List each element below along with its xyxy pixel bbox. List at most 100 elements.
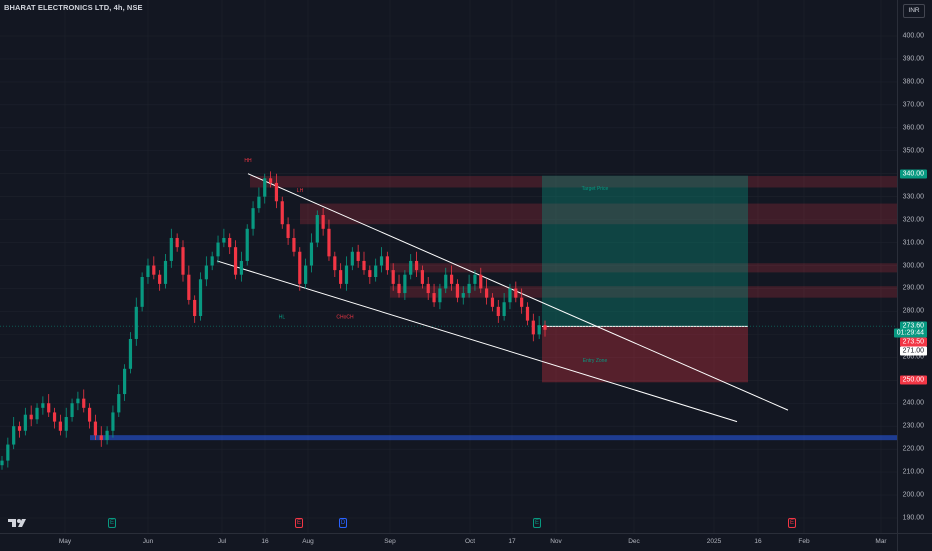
target-box[interactable] <box>542 175 748 327</box>
time-tick-label: Nov <box>550 538 562 545</box>
candle-body <box>490 297 495 307</box>
candle-body <box>35 407 39 420</box>
chart-annotation: CHoCH <box>336 314 354 320</box>
candle-body <box>467 283 471 294</box>
candle-body <box>414 260 419 271</box>
candle-body <box>193 299 197 317</box>
time-tick-label: 16 <box>261 538 269 545</box>
price-tick-label: 330.00 <box>902 193 924 201</box>
price-tick-label: 280.00 <box>902 307 924 315</box>
chart-annotation: HH <box>244 158 252 164</box>
candle-body <box>123 368 127 395</box>
price-tick-label: 390.00 <box>902 55 924 63</box>
time-tick-label: Jul <box>217 538 227 545</box>
candle-body <box>514 288 518 298</box>
candle-body <box>321 215 325 229</box>
candle-body <box>12 426 16 445</box>
candle-body <box>263 178 267 197</box>
candle-body <box>350 251 354 266</box>
candle-body <box>356 251 360 261</box>
candle-body <box>58 421 62 431</box>
candle-body <box>379 256 384 266</box>
upper-trendline[interactable] <box>247 173 789 411</box>
candle-body <box>29 414 33 420</box>
candle-body <box>508 288 512 303</box>
price-tag: 273.60 <box>899 321 927 331</box>
candle-body <box>449 274 454 284</box>
price-tick-label: 380.00 <box>902 78 924 86</box>
candle-body <box>216 242 220 257</box>
time-tick-label: 2025 <box>706 538 722 545</box>
candle-body <box>420 270 424 284</box>
candle-body <box>502 302 506 317</box>
candle-body <box>152 265 156 275</box>
candle-body <box>292 237 296 252</box>
earnings-event-icon[interactable]: E <box>295 518 303 528</box>
candle-body <box>543 325 547 330</box>
price-chart[interactable]: HH LH HL CHoCH Target Price Entry Zone <box>0 0 897 533</box>
time-tick-label: 16 <box>754 538 762 545</box>
candle-body <box>158 274 162 284</box>
candle-body <box>479 274 483 289</box>
candle-body <box>432 293 436 303</box>
chart-pane[interactable]: HH LH HL CHoCH Target Price Entry Zone BHARAT… <box>0 0 897 533</box>
candle-body <box>140 277 144 307</box>
currency-button[interactable]: INR <box>903 4 925 18</box>
dividend-event-icon[interactable]: D <box>339 518 347 528</box>
candle-body <box>87 407 92 422</box>
candle-body <box>245 228 249 261</box>
price-tick-label: 310.00 <box>902 239 924 247</box>
candle-body <box>175 237 179 248</box>
symbol-title[interactable]: BHARAT ELECTRONICS LTD, 4h, NSE <box>4 3 143 12</box>
candle-body <box>47 403 51 413</box>
candle-body <box>339 270 343 284</box>
time-tick-label: Aug <box>302 538 314 545</box>
time-tick-label: 17 <box>508 538 516 545</box>
price-axis[interactable]: INR 400.00 390.00 380.00 370.00 360.00 350.00… <box>893 0 932 533</box>
time-tick-label: Mar <box>875 538 887 545</box>
candle-body <box>344 265 349 284</box>
candle-body <box>315 215 319 243</box>
candle-body <box>198 279 203 317</box>
candle-body <box>374 265 378 277</box>
candle-body <box>327 228 331 257</box>
supply-zone-2 <box>300 203 897 225</box>
time-tick-label: Sep <box>384 538 396 545</box>
price-tag: 271.00 <box>899 346 927 356</box>
candle-body <box>426 283 430 294</box>
candle-body <box>286 224 290 238</box>
lower-trendline[interactable] <box>216 260 738 423</box>
tradingview-logo-icon[interactable] <box>6 516 28 528</box>
price-tick-label: 260.00 <box>902 353 924 361</box>
candle-body <box>17 426 22 431</box>
candle-body <box>280 201 284 225</box>
price-tick-label: 350.00 <box>902 147 924 155</box>
candle-body <box>251 208 255 229</box>
candle-body <box>222 237 226 243</box>
candle-body <box>233 247 238 275</box>
time-axis[interactable]: May Jun Jul 16 Aug Sep Oct 17 Nov Dec 2025 16 Feb Mar <box>0 533 897 551</box>
earnings-event-icon[interactable]: E <box>533 518 541 528</box>
price-tag: 340.00 <box>899 169 927 179</box>
candle-body <box>163 260 168 284</box>
price-tag: 01:29:44 <box>893 328 927 338</box>
chart-annotation: HL <box>279 314 286 320</box>
earnings-event-icon[interactable]: E <box>108 518 116 528</box>
stop-box[interactable] <box>542 326 748 383</box>
price-tick-label: 300.00 <box>902 262 924 270</box>
time-tick-label: Jun <box>142 538 154 545</box>
candle-body <box>76 398 80 404</box>
candle-body <box>362 260 366 271</box>
earnings-event-icon[interactable]: E <box>788 518 796 528</box>
supply-zone-3 <box>390 263 897 273</box>
candle-body <box>397 283 401 294</box>
time-tick-label: Oct <box>464 538 476 545</box>
candle-body <box>239 260 243 275</box>
candle-body <box>111 412 115 431</box>
candle-body <box>485 288 489 298</box>
candle-body <box>268 178 273 183</box>
candle-body <box>82 398 86 408</box>
candle-body <box>537 325 541 335</box>
candle-body <box>210 256 214 266</box>
candle-body <box>496 306 500 317</box>
